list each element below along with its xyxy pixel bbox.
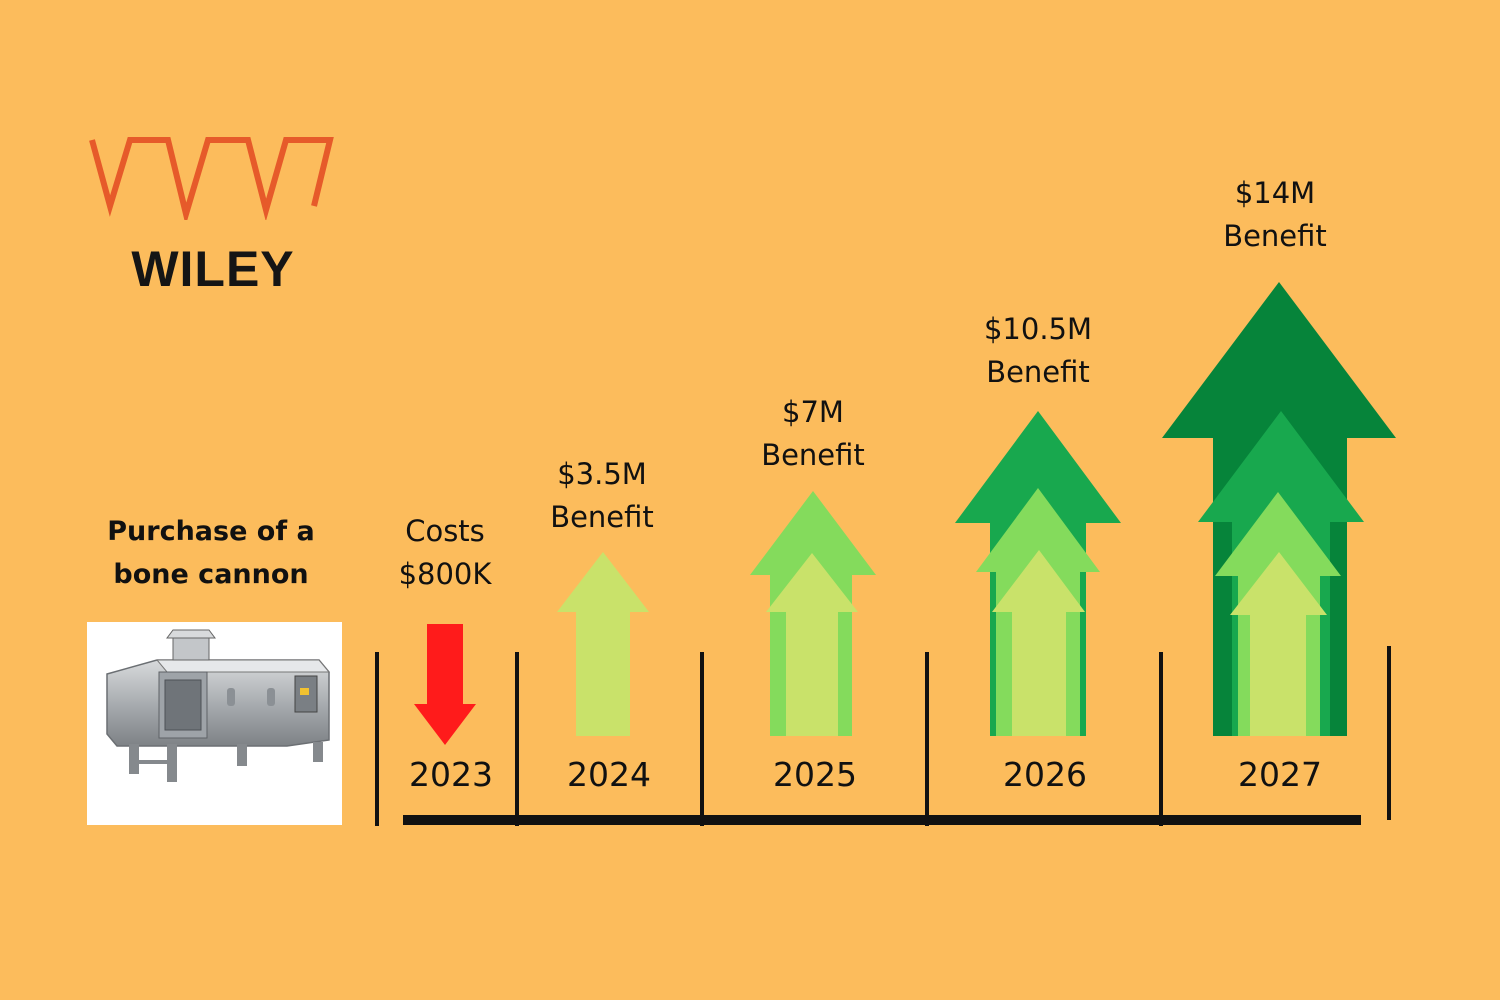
cost-down-arrow-2023 bbox=[414, 624, 476, 745]
value-label-2027-line2: Benefit bbox=[1223, 219, 1327, 253]
value-label-2023-line1: Costs bbox=[405, 514, 485, 548]
benefit-arrow-2027-level1 bbox=[1230, 552, 1327, 736]
value-label-2025-line2: Benefit bbox=[761, 438, 865, 472]
benefit-arrow-2026-level1 bbox=[992, 550, 1085, 736]
value-label-2025: $7M Benefit bbox=[693, 391, 933, 477]
value-label-2026-line2: Benefit bbox=[986, 355, 1090, 389]
value-label-2024-line1: $3.5M bbox=[557, 457, 647, 491]
value-label-2026: $10.5M Benefit bbox=[918, 308, 1158, 394]
year-label-2025: 2025 bbox=[773, 755, 857, 794]
benefit-arrow-2024-level1 bbox=[557, 552, 649, 736]
timeline-divider bbox=[1159, 652, 1163, 826]
value-label-2024: $3.5M Benefit bbox=[482, 453, 722, 539]
value-label-2025-line1: $7M bbox=[782, 395, 844, 429]
value-label-2023-line2: $800K bbox=[398, 557, 492, 591]
timeline-axis bbox=[403, 815, 1361, 825]
purchase-label: Purchase of a bone cannon bbox=[80, 510, 342, 596]
timeline-divider bbox=[515, 652, 519, 826]
value-label-2024-line2: Benefit bbox=[550, 500, 654, 534]
value-label-2027-line1: $14M bbox=[1234, 176, 1316, 210]
year-label-2026: 2026 bbox=[1003, 755, 1087, 794]
timeline-divider bbox=[375, 652, 379, 826]
value-label-2023: Costs $800K bbox=[325, 510, 565, 596]
year-label-2024: 2024 bbox=[567, 755, 651, 794]
machine-illustration bbox=[106, 629, 331, 782]
timeline-divider bbox=[925, 652, 929, 826]
timeline-divider bbox=[1387, 646, 1391, 820]
benefit-arrow-2025-level1 bbox=[766, 553, 858, 736]
value-label-2027: $14M Benefit bbox=[1155, 172, 1395, 258]
year-label-2027: 2027 bbox=[1238, 755, 1322, 794]
wiley-logo-icon bbox=[89, 137, 334, 220]
purchase-label-line1: Purchase of a bbox=[107, 516, 315, 547]
timeline-divider bbox=[700, 652, 704, 826]
year-label-2023: 2023 bbox=[409, 755, 493, 794]
purchase-label-line2: bone cannon bbox=[113, 559, 309, 590]
bone-cannon-machine-photo bbox=[87, 622, 342, 825]
logo-wordmark: WILEY bbox=[131, 241, 295, 297]
value-label-2026-line1: $10.5M bbox=[983, 312, 1093, 346]
